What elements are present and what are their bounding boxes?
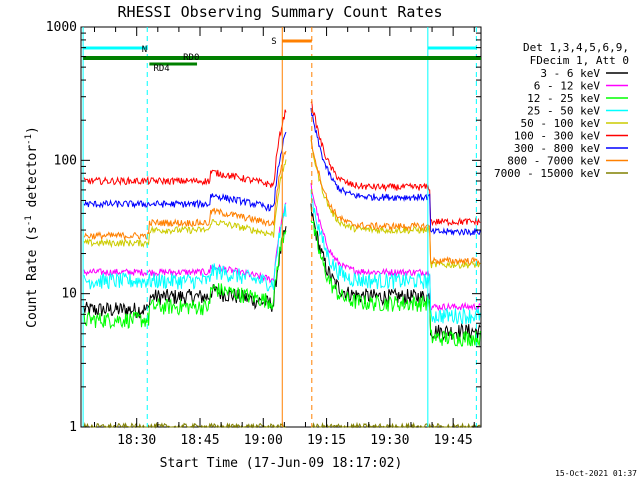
legend-entry-label: 6 - 12 keV (534, 80, 601, 93)
x-tick-label: 19:30 (370, 433, 409, 448)
legend-entry-label: 3 - 6 keV (540, 67, 600, 80)
plot-frame (80, 26, 482, 428)
y-tick-label: 1 (69, 420, 77, 435)
legend-entry-label: 800 - 7000 keV (507, 155, 600, 168)
legend-entry-label: 7000 - 15000 keV (494, 167, 600, 180)
series-line (83, 183, 481, 312)
x-tick-label: 18:30 (117, 433, 156, 448)
series-line (83, 421, 481, 429)
y-axis-label-end: ) (25, 126, 40, 134)
legend-entry-label: 100 - 300 keV (514, 130, 600, 143)
series-layer (83, 100, 481, 429)
x-tick-label: 18:45 (180, 433, 219, 448)
series-line (83, 189, 481, 325)
tick-layer: 1 10 100 1000 18:30 18:45 19:00 19:15 19:30 19:45 (46, 20, 481, 448)
rd4-label: RD4 (153, 64, 169, 74)
legend-entry-label: 12 - 25 keV (527, 92, 600, 105)
series-line (83, 139, 481, 269)
legend-entry-label: 300 - 800 keV (514, 142, 600, 155)
chart-title: RHESSI Observing Summary Count Rates (117, 3, 442, 21)
y-axis-label-sup2: -1 (24, 134, 34, 145)
legend-header-1: Det 1,3,4,5,6,9, (523, 41, 629, 54)
y-axis-label: Count Rate (s-1 detector-1) (24, 126, 40, 328)
y-axis-label-mid: detector (25, 145, 40, 216)
legend: Det 1,3,4,5,6,9, FDecim 1, Att 0 3 - 6 k… (494, 41, 629, 180)
saa-label: S (271, 37, 276, 47)
y-axis-label-main: Count Rate (s (25, 226, 40, 328)
y-axis-label-sup1: -1 (24, 215, 34, 226)
series-line (83, 136, 481, 266)
x-axis-label: Start Time (17-Jun-09 18:17:02) (160, 456, 403, 471)
footer-timestamp: 15-Oct-2021 01:37 (555, 469, 637, 478)
y-tick-label: 100 (54, 153, 77, 168)
series-line (83, 220, 481, 347)
legend-header-2: FDecim 1, Att 0 (530, 54, 629, 67)
y-tick-label: 10 (61, 287, 77, 302)
x-tick-label: 19:00 (244, 433, 283, 448)
y-tick-label: 1000 (46, 20, 77, 35)
night-label: N (142, 45, 147, 55)
rd0-label: RD0 (183, 53, 199, 63)
x-tick-label: 19:15 (307, 433, 346, 448)
overlay-layer: N S RD0 RD4 (82, 27, 481, 427)
series-line (83, 107, 481, 237)
legend-entry-label: 25 - 50 keV (527, 105, 600, 118)
x-tick-label: 19:45 (434, 433, 473, 448)
legend-entry-label: 50 - 100 keV (521, 117, 601, 130)
series-line (83, 100, 481, 227)
